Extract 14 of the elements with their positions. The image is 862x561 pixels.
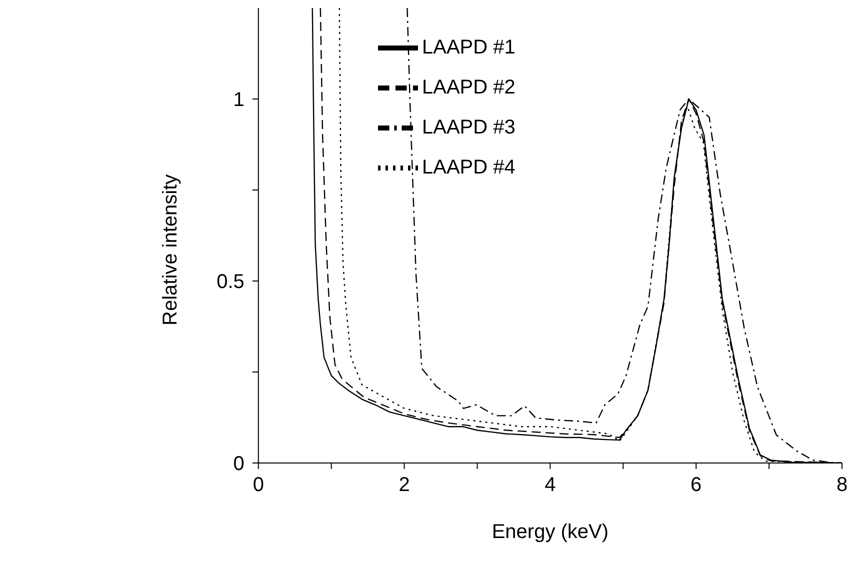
legend-label: LAAPD #1 — [422, 36, 516, 58]
x-tick-label: 0 — [252, 474, 264, 496]
y-tick-label: 0.5 — [216, 271, 244, 294]
x-tick-label: 2 — [398, 474, 410, 496]
y-tick-label: 0 — [233, 453, 244, 476]
x-tick-label: 4 — [544, 474, 556, 496]
legend-label: LAAPD #2 — [422, 76, 516, 98]
legend-label: LAAPD #4 — [422, 156, 516, 178]
y-tick-label: 1 — [233, 89, 244, 112]
legend-label: LAAPD #3 — [422, 116, 516, 138]
x-tick-label: 8 — [836, 474, 848, 496]
x-axis-title: Energy (keV) — [492, 521, 609, 543]
y-axis-title: Relative intensity — [159, 174, 182, 326]
x-tick-label: 6 — [690, 474, 702, 496]
